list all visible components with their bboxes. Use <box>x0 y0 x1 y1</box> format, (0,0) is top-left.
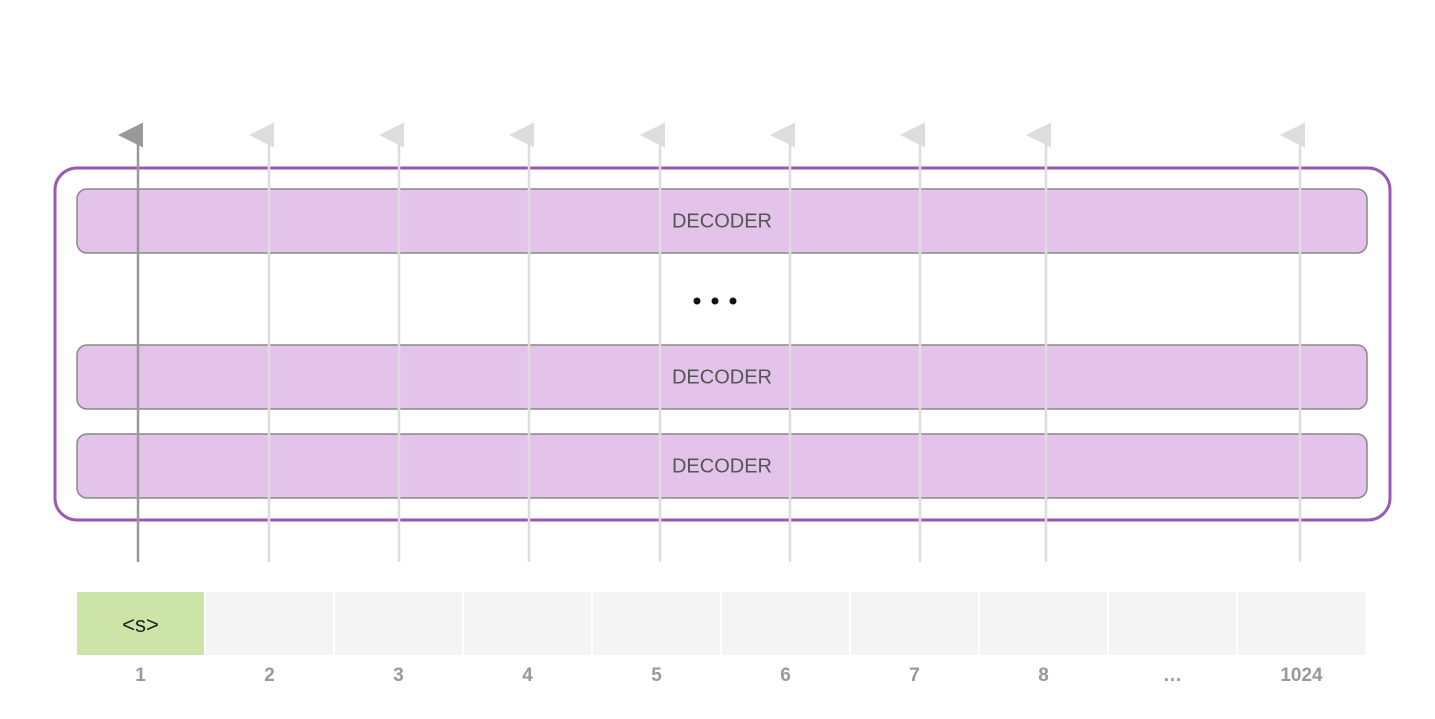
token-cell <box>464 592 591 655</box>
token-cell <box>77 592 204 655</box>
position-label: 8 <box>1038 665 1049 686</box>
token-cell <box>722 592 849 655</box>
position-label: 3 <box>393 665 404 686</box>
position-label: 5 <box>651 665 662 686</box>
decoder-stack <box>53 166 1392 522</box>
decoder-label: DECODER <box>672 455 772 477</box>
position-label: 4 <box>522 665 533 686</box>
token-cell <box>980 592 1107 655</box>
decoder-label: DECODER <box>672 366 772 388</box>
token-cell <box>1238 592 1365 655</box>
decoder-label: DECODER <box>672 210 772 232</box>
ellipsis <box>693 297 737 305</box>
position-label: 1 <box>135 665 146 686</box>
token-cell <box>851 592 978 655</box>
position-label: 7 <box>909 665 920 686</box>
token-text: <s> <box>122 612 159 637</box>
position-label: 2 <box>264 665 275 686</box>
position-label: 1024 <box>1280 665 1323 686</box>
token-cell <box>335 592 462 655</box>
position-label: 6 <box>780 665 791 686</box>
token-cell <box>593 592 720 655</box>
token-cell <box>206 592 333 655</box>
position-label: … <box>1163 665 1182 686</box>
token-cell <box>1109 592 1236 655</box>
arrows <box>118 122 1305 562</box>
